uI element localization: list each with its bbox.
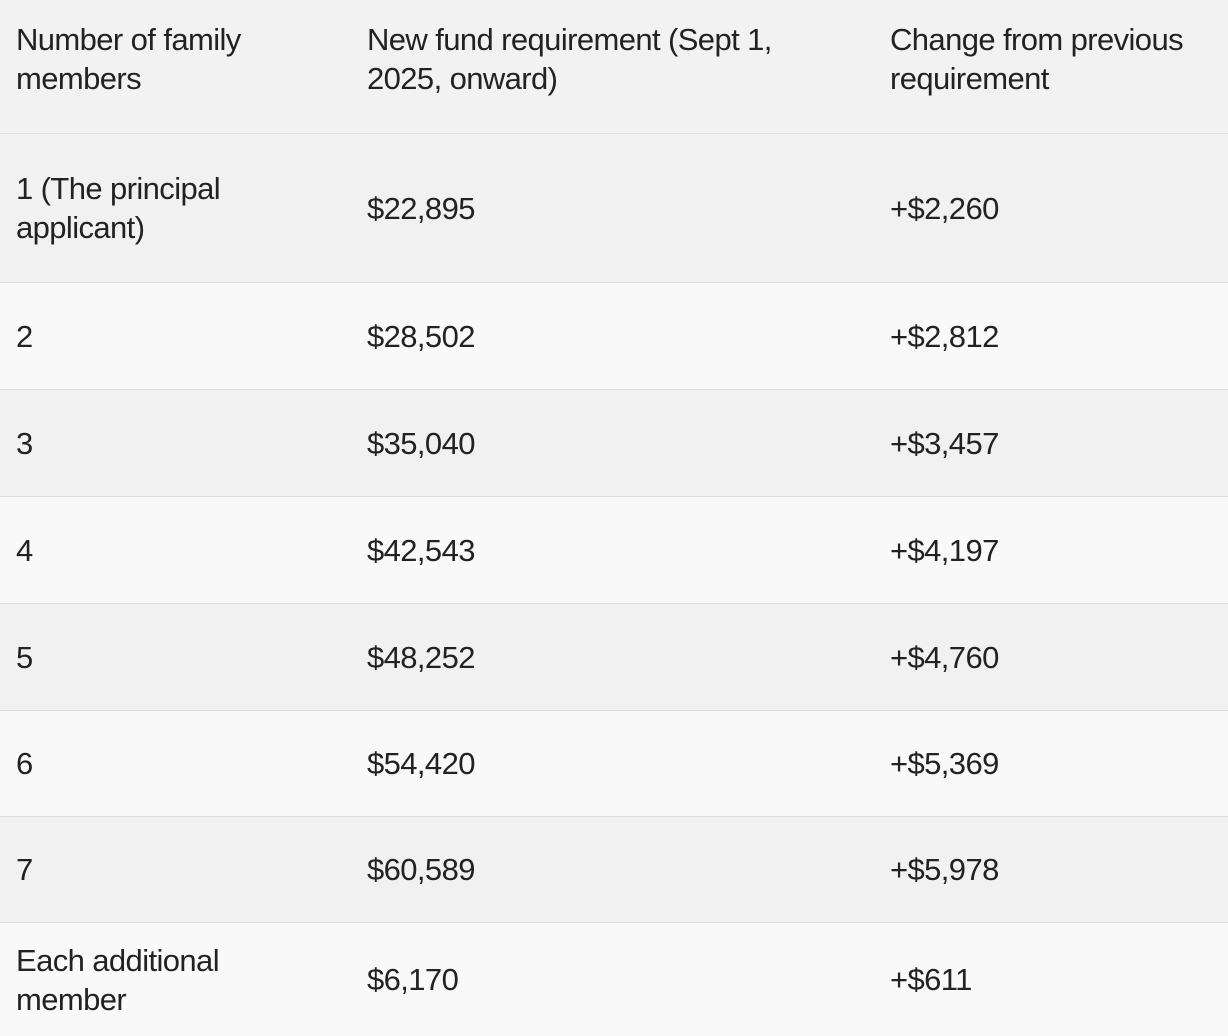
- table-row: 3 $35,040 +$3,457: [0, 390, 1228, 497]
- cell-change: +$3,457: [890, 425, 999, 461]
- cell-change: +$5,978: [890, 852, 999, 887]
- table-row: 5 $48,252 +$4,760: [0, 604, 1228, 711]
- cell-family-members: 7: [16, 852, 33, 887]
- cell-change: +$611: [890, 962, 972, 997]
- cell-fund-requirement: $48,252: [367, 639, 475, 675]
- cell-change: +$4,760: [890, 639, 999, 675]
- header-change-from-previous: Change from previous requirement: [890, 22, 1184, 96]
- cell-change: +$2,260: [890, 190, 999, 226]
- table-row: 6 $54,420 +$5,369: [0, 711, 1228, 817]
- cell-fund-requirement: $6,170: [367, 962, 459, 997]
- cell-family-members: 6: [16, 746, 33, 781]
- cell-fund-requirement: $42,543: [367, 532, 475, 568]
- table-row: 1 (The principal applicant) $22,895 +$2,…: [0, 134, 1228, 283]
- cell-fund-requirement: $35,040: [367, 425, 475, 461]
- cell-family-members: 1 (The principal applicant): [16, 171, 221, 245]
- cell-fund-requirement: $60,589: [367, 852, 475, 887]
- table-row: 4 $42,543 +$4,197: [0, 497, 1228, 604]
- cell-change: +$4,197: [890, 532, 999, 568]
- cell-change: +$2,812: [890, 318, 999, 354]
- cell-family-members: 3: [16, 425, 33, 461]
- cell-fund-requirement: $28,502: [367, 318, 475, 354]
- header-family-members: Number of family members: [16, 22, 241, 96]
- cell-family-members: 4: [16, 532, 33, 568]
- cell-family-members: 5: [16, 639, 33, 675]
- table-row: 2 $28,502 +$2,812: [0, 283, 1228, 390]
- cell-fund-requirement: $54,420: [367, 746, 475, 781]
- table-header-row: Number of family members New fund requir…: [0, 0, 1228, 134]
- cell-fund-requirement: $22,895: [367, 190, 475, 226]
- cell-change: +$5,369: [890, 746, 999, 781]
- cell-family-members: 2: [16, 318, 33, 354]
- header-new-fund-requirement: New fund requirement (Sept 1, 2025, onwa…: [367, 22, 772, 96]
- table-row: 7 $60,589 +$5,978: [0, 817, 1228, 923]
- cell-family-members: Each additional member: [16, 942, 220, 1017]
- table-row: Each additional member $6,170 +$611: [0, 923, 1228, 1036]
